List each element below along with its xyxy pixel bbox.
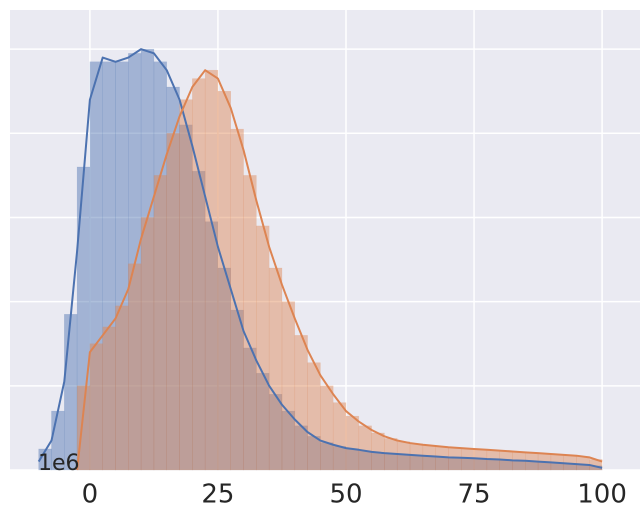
histogram-bar xyxy=(140,48,155,471)
x-tick-label: 0 xyxy=(82,480,99,510)
histogram-bar xyxy=(179,99,193,471)
kde-line xyxy=(76,69,603,471)
histogram-bar xyxy=(422,445,436,471)
histogram-bar xyxy=(345,415,360,471)
histogram-bar xyxy=(166,133,180,471)
histogram-bar xyxy=(358,425,372,471)
histogram-bar xyxy=(256,225,270,471)
histogram-bar xyxy=(38,448,52,471)
histogram-bar xyxy=(89,343,103,471)
x-tick-label: 100 xyxy=(577,480,627,510)
histogram-bar xyxy=(89,61,103,471)
histogram-bar xyxy=(115,305,129,471)
histogram-bar xyxy=(115,61,129,471)
histogram-bar xyxy=(435,446,449,471)
histogram-bar xyxy=(294,335,308,471)
histogram-bar xyxy=(307,362,321,471)
histogram-bar xyxy=(204,69,219,471)
histogram-bar xyxy=(448,447,462,471)
histogram-bar xyxy=(230,128,244,471)
plot-area xyxy=(10,10,640,470)
histogram-bar xyxy=(153,175,167,471)
histogram-bar xyxy=(409,443,424,471)
histogram-bar xyxy=(243,175,257,471)
histogram-bar xyxy=(320,385,334,471)
histogram-bar xyxy=(140,217,155,471)
histogram-bar xyxy=(64,314,78,471)
x-tick-label: 50 xyxy=(329,480,362,510)
histogram-bar xyxy=(102,326,116,471)
histogram-bar xyxy=(332,402,347,471)
histogram-bar xyxy=(102,61,116,471)
histogram-bar xyxy=(192,78,206,471)
kde-line xyxy=(37,48,603,469)
histogram-bar xyxy=(128,263,142,471)
histogram-bar xyxy=(460,448,475,471)
x-tick-label: 25 xyxy=(201,480,234,510)
offset-text: 1e6 xyxy=(38,451,80,476)
histogram-bar xyxy=(396,441,411,471)
histogram-bar xyxy=(281,301,296,471)
histogram-bar xyxy=(268,267,283,471)
x-tick-label: 75 xyxy=(458,480,491,510)
